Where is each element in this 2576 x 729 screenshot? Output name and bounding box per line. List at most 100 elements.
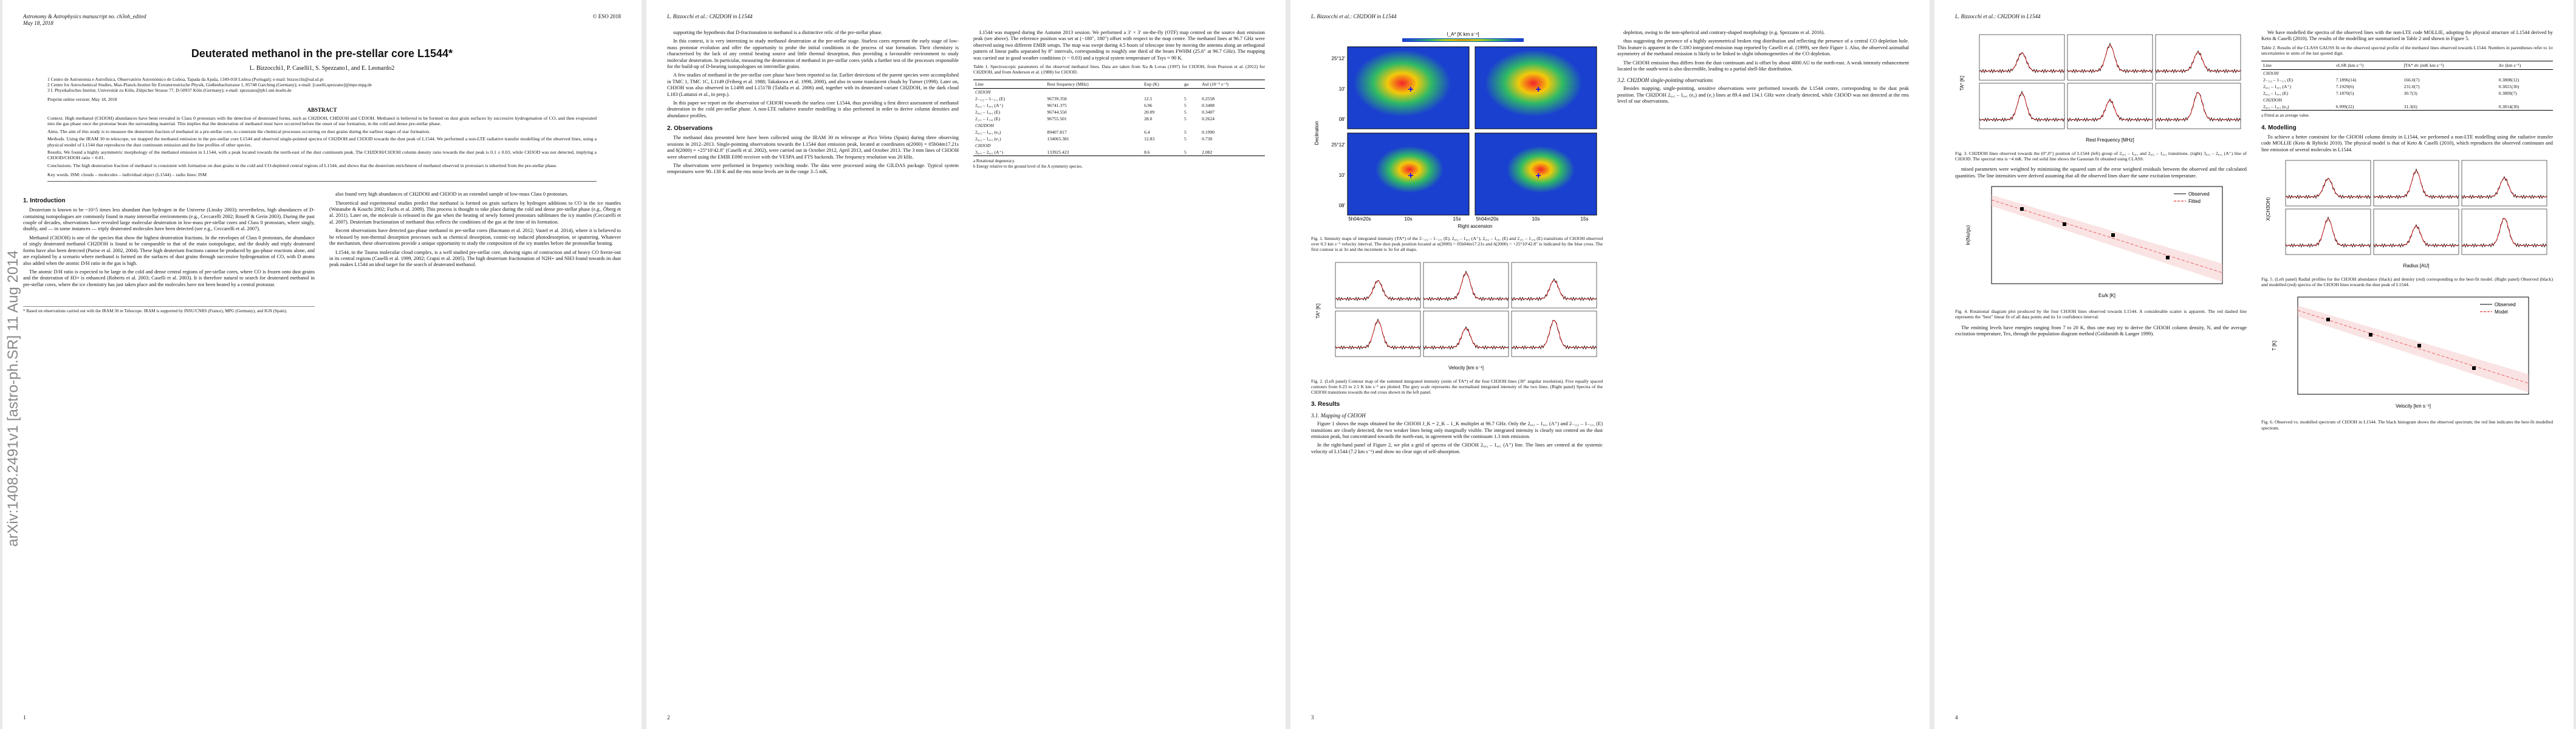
running-header: L. Bizzocchi et al.: CH2DOH in L1544 (1955, 13, 2041, 19)
spectrum (1979, 52, 2065, 74)
paragraph: L1544, in the Taurus molecular cloud com… (329, 249, 621, 268)
y-axis-label: X(CH3OH) (2266, 197, 2271, 221)
figure: Rest Frequency [MHz] TA* [K] (1959, 34, 2241, 143)
spectrum-panel (2155, 34, 2241, 81)
spectrum (2461, 217, 2547, 248)
dust-peak (1408, 173, 1413, 178)
paragraph: Theoretical and experimental studies pre… (329, 200, 621, 225)
table-cell: 6.4 (1144, 129, 1150, 135)
table-cell: 8.6 (1142, 149, 1182, 157)
table-cell: 2₀,₂ – 1₀,₁ (A⁺) (2263, 84, 2292, 90)
table-row: 2₀,₂ – 1₀,₁ (A⁺) 96741.375 6.96 5 0.3408 (973, 102, 1265, 109)
table-cell: 0.3407 (1202, 109, 1215, 115)
column: supporting the hypothesis that D-fractio… (667, 30, 959, 178)
table-row: 2₋₁,₂ – 1₋₁,₁ (E) 96739.358 12.5 5 0.2558 (973, 95, 1265, 102)
x-tick-label: 10s (1532, 216, 1540, 222)
paragraph: In this paper we report on the observati… (667, 100, 959, 118)
table-cell: 0.3821(30) (2498, 84, 2519, 90)
page: L. Bizzocchi et al.: CH2DOH in L1544 I_A*… (1290, 0, 1930, 729)
spectrum-panel (1511, 262, 1597, 308)
spectrum (1423, 270, 1509, 301)
figure: Velocity [km s⁻¹] TA* [K] (1315, 262, 1597, 371)
table-cell: 0.3408 (1202, 103, 1215, 109)
table: Line vLSR (km s⁻¹) ∫TA* dv (mK km s⁻¹) Δv (… (2261, 61, 2553, 111)
table-cell (1142, 142, 1182, 149)
table-cell: 2₀,₂ – 1₀,₁ (e₀) (2261, 103, 2334, 111)
column-header: Aul (10⁻⁵ s⁻¹) (1200, 80, 1265, 89)
emission (1507, 146, 1575, 193)
y-axis-label: TA* [K] (1959, 76, 1965, 91)
fit (1335, 280, 1420, 299)
paragraph: The CH3OH emission thus differs from the… (1617, 60, 1909, 72)
figure: Radius [AU] X(CH3OH) (2266, 160, 2547, 269)
column-header: ∫TA* dv (mK km s⁻¹) (2402, 61, 2497, 70)
page-number: 1 (23, 714, 26, 720)
spectrum (2155, 50, 2241, 74)
table-cell: 2₀,₂ – 1₀,₁ (e₁) (975, 136, 1001, 142)
table-head: Line vLSR (km s⁻¹) ∫TA* dv (mK km s⁻¹) Δv (… (2261, 61, 2553, 70)
spectrum-panel (2461, 160, 2547, 207)
spectrum (2285, 216, 2371, 248)
abstract-paragraph: Results. We found a highly asymmetric mo… (47, 149, 597, 161)
point (2369, 333, 2372, 337)
column-header: gu (1182, 80, 1201, 89)
section-heading: 4. Modelling (2261, 124, 2297, 131)
plot-frame (1991, 186, 2223, 284)
table-cell: 2₀,₂ – 1₀,₁ (A⁺) (975, 103, 1004, 109)
table-cell: 5 (1184, 103, 1187, 109)
confidence (2298, 306, 2529, 393)
column: also found very high abundances of CH2DO… (329, 191, 621, 314)
column: depletion, owing to the non-spherical an… (1617, 30, 1909, 457)
running-header: Astronomy & Astrophysics manuscript no. … (23, 13, 146, 19)
abstract-paragraph: Methods. Using the IRAM 30 m telescope, … (47, 136, 597, 148)
spectrum-panel (2067, 34, 2153, 81)
emission (1354, 50, 1451, 117)
table-row: CH3OH (973, 89, 1265, 96)
figure-caption: Fig. 1. Intensity maps of integrated int… (1311, 236, 1603, 253)
spectrum (1335, 318, 1421, 350)
point (2326, 318, 2330, 322)
table-cell: 3₀,₃ – 2₀,₂ (A⁺) (973, 149, 1046, 157)
table-cell (1045, 89, 1142, 96)
dust-peak (1408, 87, 1413, 92)
table-cell: 20.09 (1144, 109, 1155, 115)
fit (2067, 100, 2153, 120)
table-cell: 2₋₁,₂ – 1₋₁,₁ (E) (975, 96, 1005, 102)
dust-peak (1536, 173, 1541, 178)
table-row: 2₀,₂ – 1₀,₁ (A⁺) 7.1929(6) 231.0(7) 0.3821(… (2261, 83, 2553, 90)
fit (2286, 178, 2371, 197)
table-cell (2497, 97, 2553, 103)
columns: supporting the hypothesis that D-fractio… (667, 30, 1265, 178)
emission (1375, 146, 1444, 193)
table-cell: 0.3808(12) (2498, 77, 2519, 83)
column-header: Rest frequency (MHz) (1045, 80, 1143, 89)
table-cell: CH3OH (2263, 70, 2279, 77)
spectrum (1511, 278, 1597, 301)
fit (1335, 320, 1420, 348)
table-cell: 5 (1184, 109, 1187, 115)
table-cell (1182, 142, 1200, 149)
paragraph: thus suggesting the presence of a highly… (1617, 38, 1909, 57)
paragraph: supporting the hypothesis that D-fractio… (673, 30, 883, 35)
paragraph: The atomic D/H ratio is expected to be l… (23, 269, 315, 287)
figure-caption: Fig. 4. Rotational diagram plot produced… (1955, 309, 2247, 320)
fit (2067, 44, 2153, 72)
table-note: a Rotational degeneracy. (973, 159, 1015, 164)
arxiv-stamp: arXiv:1408.2491v1 [astro-ph.SR] 11 Aug 2… (5, 250, 21, 547)
table-cell: 0.2558 (1202, 96, 1215, 102)
column-header: Line (973, 80, 1046, 89)
y-tick-label: 08′ (1339, 203, 1346, 208)
table-row: CH3OD (973, 142, 1265, 149)
fit (2374, 225, 2459, 246)
column-header: vLSR (km s⁻¹) (2334, 61, 2402, 70)
abstract-paragraph: Context. High methanol (CH3OH) abundance… (47, 115, 597, 127)
table-cell: 31.3(6) (2402, 103, 2497, 111)
x-tick-label: 5h04m20s (1476, 216, 1498, 222)
legend-label: Observed (2495, 302, 2516, 307)
paragraph: Recent observations have detected gas-ph… (329, 228, 621, 247)
x-axis-label: Eu/k [K] (2098, 293, 2115, 298)
spectrum (1979, 90, 2065, 123)
paragraph: Besides mapping, single-pointing, sensit… (1617, 86, 1909, 104)
page-number: 4 (1955, 714, 1958, 720)
table-row: 2₀,₂ – 1₀,₁ (e₁) 134065.381 12.83 5 0.730 (973, 135, 1265, 142)
